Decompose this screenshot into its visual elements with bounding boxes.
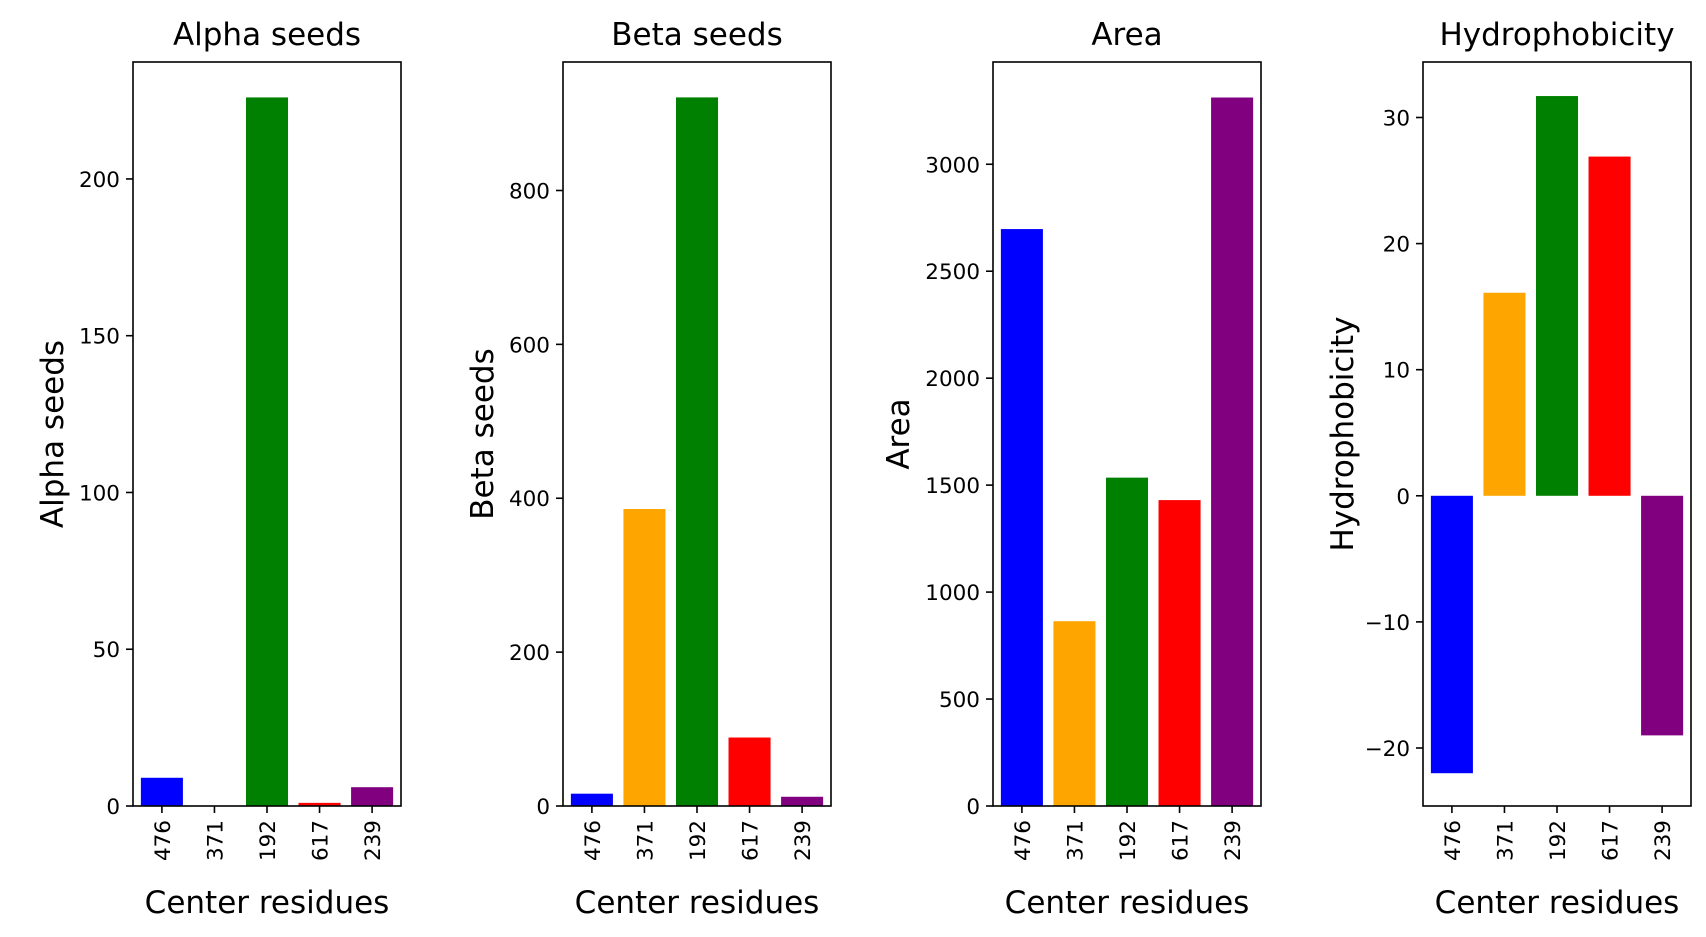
chart-title: Area	[1091, 17, 1162, 53]
x-tick-label: 476	[151, 820, 176, 861]
y-tick-label: 150	[79, 325, 120, 350]
bar-1-192	[245, 97, 289, 807]
y-tick-label: 10	[1383, 359, 1410, 384]
bar-4-617	[1588, 156, 1631, 496]
bar-2-476	[570, 793, 613, 806]
bar-4-239	[1641, 495, 1684, 736]
y-tick-label: 0	[1396, 485, 1410, 510]
y-tick-label: 400	[509, 487, 550, 512]
bar-3-476	[1000, 229, 1043, 806]
x-tick-label: 617	[309, 820, 334, 861]
x-tick-label: 476	[581, 820, 606, 861]
y-tick-label: 50	[93, 638, 120, 663]
x-tick-label: 617	[1599, 820, 1624, 861]
chart-title: Alpha seeds	[173, 17, 361, 53]
bar-1-239	[351, 787, 394, 806]
y-tick-label: 200	[509, 641, 550, 666]
bar-2-371	[623, 509, 666, 806]
x-tick-label: 371	[1493, 820, 1518, 861]
x-tick-label: 239	[1221, 820, 1246, 861]
y-tick-label: 800	[509, 179, 550, 204]
x-axis-label: Center residues	[1005, 885, 1250, 921]
y-tick-label: 0	[106, 795, 120, 820]
bar-3-239	[1211, 97, 1254, 806]
y-tick-label: 30	[1383, 106, 1410, 131]
y-tick-label: 2000	[925, 367, 980, 392]
bar-2-617	[728, 737, 771, 806]
y-tick-label: 1000	[925, 581, 980, 606]
x-axis-label: Center residues	[145, 885, 390, 921]
x-tick-label: 192	[1116, 820, 1141, 861]
y-tick-label: 0	[966, 795, 980, 820]
y-tick-label: 500	[939, 688, 980, 713]
y-tick-label: 1500	[925, 474, 980, 499]
bar-4-476	[1430, 495, 1473, 774]
y-tick-label: 2500	[925, 260, 980, 285]
bar-3-371	[1053, 621, 1096, 806]
y-tick-label: −20	[1365, 737, 1410, 762]
x-tick-label: 192	[1546, 820, 1571, 861]
bar-2-192	[675, 97, 719, 806]
y-tick-label: 600	[509, 333, 550, 358]
x-tick-label: 617	[1169, 820, 1194, 861]
x-axis-label: Center residues	[1435, 885, 1680, 921]
y-axis-label: Beta seeds	[465, 348, 501, 519]
y-tick-label: 200	[79, 168, 120, 193]
y-tick-label: 3000	[925, 153, 980, 178]
y-tick-label: 0	[536, 795, 550, 820]
x-tick-label: 371	[203, 820, 228, 861]
x-tick-label: 192	[256, 820, 281, 861]
y-axis-label: Hydrophobicity	[1325, 316, 1361, 551]
bar-4-192	[1535, 96, 1579, 496]
y-axis-label: Area	[881, 398, 917, 469]
y-tick-label: −10	[1365, 611, 1410, 636]
x-tick-label: 371	[633, 820, 658, 861]
y-tick-label: 20	[1383, 233, 1410, 258]
chart-title: Hydrophobicity	[1439, 17, 1674, 53]
x-tick-label: 371	[1063, 820, 1088, 861]
x-tick-label: 239	[1651, 820, 1676, 861]
bar-3-192	[1105, 477, 1149, 806]
x-tick-label: 476	[1011, 820, 1036, 861]
bar-4-371	[1483, 292, 1526, 496]
x-tick-label: 617	[739, 820, 764, 861]
y-tick-label: 100	[79, 481, 120, 506]
chart-title: Beta seeds	[611, 17, 782, 53]
bar-2-239	[781, 796, 824, 806]
x-tick-label: 192	[686, 820, 711, 861]
x-tick-label: 476	[1441, 820, 1466, 861]
x-axis-label: Center residues	[575, 885, 820, 921]
bar-1-476	[140, 777, 183, 806]
bar-3-617	[1158, 500, 1201, 806]
x-tick-label: 239	[791, 820, 816, 861]
bar-1-617	[298, 802, 341, 806]
x-tick-label: 239	[361, 820, 386, 861]
y-axis-label: Alpha seeds	[35, 340, 71, 528]
